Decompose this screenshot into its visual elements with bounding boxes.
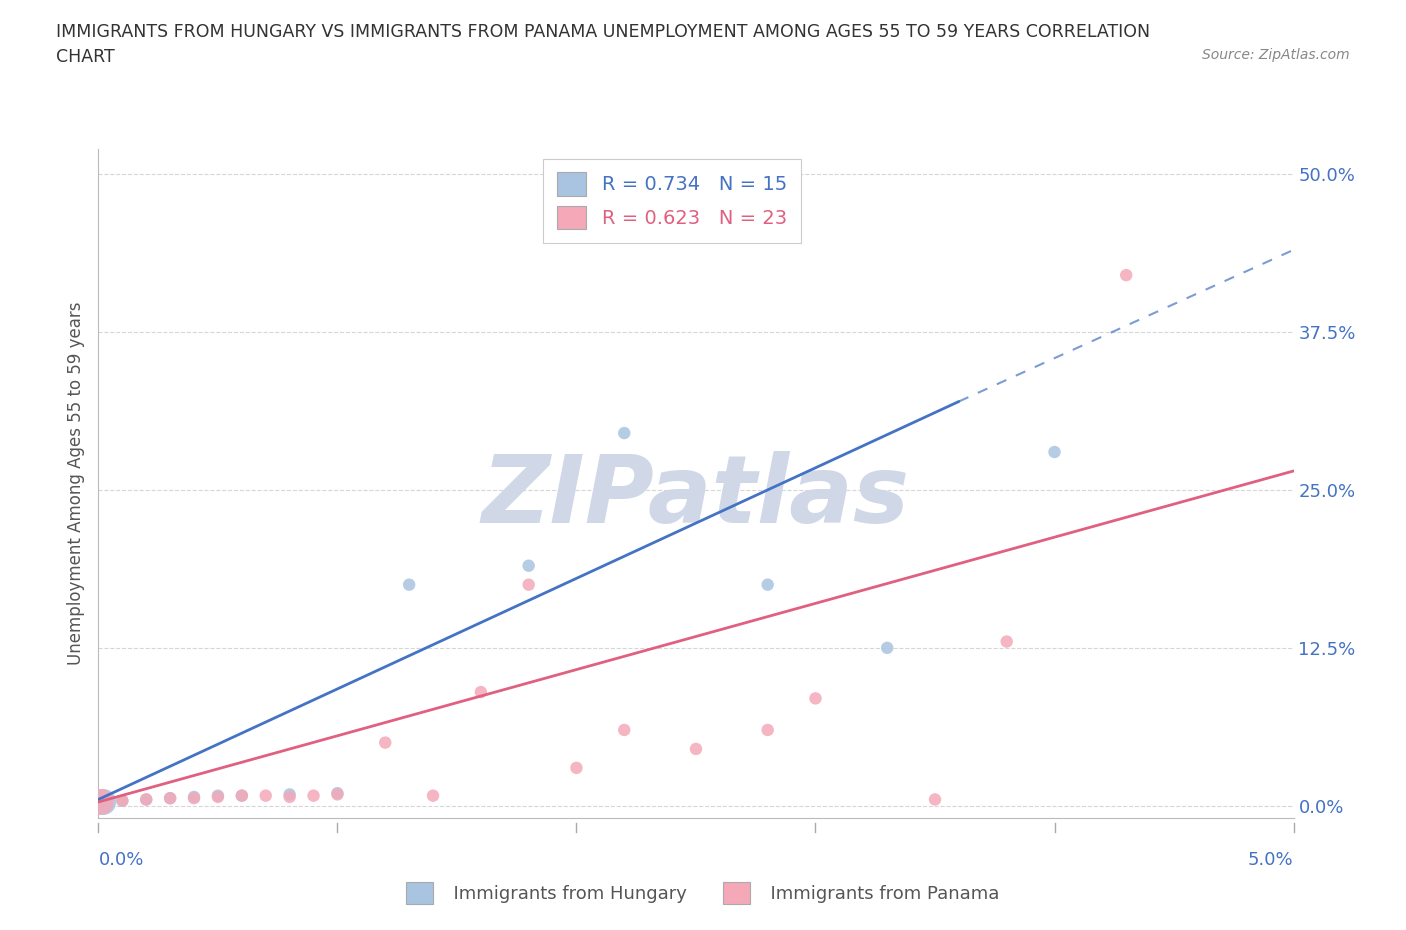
Point	[756, 723, 779, 737]
Point	[995, 634, 1018, 649]
Point	[159, 790, 181, 805]
Point	[111, 793, 134, 808]
Point	[302, 789, 325, 804]
Text: 0.0%: 0.0%	[98, 851, 143, 870]
Point	[254, 789, 277, 804]
Point	[111, 793, 134, 808]
Point	[135, 792, 157, 807]
Point	[398, 578, 420, 592]
Point	[207, 789, 229, 804]
Point	[326, 787, 349, 802]
Point	[207, 790, 229, 804]
Point	[565, 761, 588, 776]
Point	[756, 578, 779, 592]
Point	[231, 789, 253, 804]
Point	[91, 794, 114, 809]
Point	[1115, 268, 1137, 283]
Point	[183, 790, 205, 804]
Point	[90, 794, 112, 809]
Point	[231, 789, 253, 804]
Text: IMMIGRANTS FROM HUNGARY VS IMMIGRANTS FROM PANAMA UNEMPLOYMENT AMONG AGES 55 TO : IMMIGRANTS FROM HUNGARY VS IMMIGRANTS FR…	[56, 23, 1150, 41]
Text: Source: ZipAtlas.com: Source: ZipAtlas.com	[1202, 48, 1350, 62]
Point	[804, 691, 827, 706]
Point	[278, 790, 301, 804]
Point	[685, 741, 707, 756]
Point	[613, 426, 636, 441]
Point	[517, 558, 540, 573]
Point	[374, 735, 396, 750]
Text: CHART: CHART	[56, 48, 115, 66]
Point	[422, 789, 444, 804]
Point	[470, 684, 492, 699]
Y-axis label: Unemployment Among Ages 55 to 59 years: Unemployment Among Ages 55 to 59 years	[66, 302, 84, 665]
Point	[135, 792, 157, 807]
Text: 5.0%: 5.0%	[1249, 851, 1294, 870]
Point	[183, 790, 205, 805]
Point	[326, 786, 349, 801]
Point	[876, 641, 898, 656]
Point	[159, 790, 181, 805]
Text: ZIPatlas: ZIPatlas	[482, 451, 910, 543]
Point	[1043, 445, 1066, 459]
Point	[613, 723, 636, 737]
Legend: R = 0.734   N = 15, R = 0.623   N = 23: R = 0.734 N = 15, R = 0.623 N = 23	[544, 158, 800, 243]
Point	[924, 792, 946, 807]
Point	[517, 578, 540, 592]
Point	[278, 787, 301, 802]
Legend:   Immigrants from Hungary,   Immigrants from Panama: Immigrants from Hungary, Immigrants from…	[399, 874, 1007, 911]
